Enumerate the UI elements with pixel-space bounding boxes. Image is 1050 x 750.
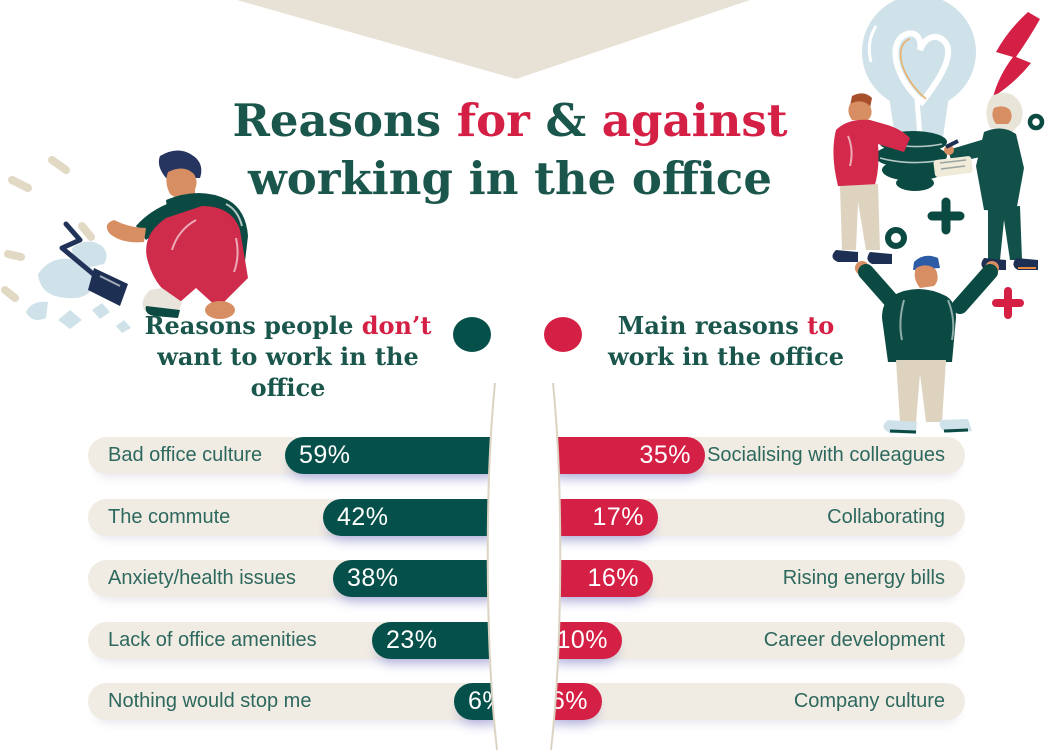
title-seg-red-for: for [456,94,530,147]
person-crouching-broken-lightbulb-illustration [1,150,248,333]
top-chevron-banner [237,0,750,79]
bar-value: 16% [587,564,639,592]
plus-icon [927,197,965,235]
bar-value: 17% [592,502,644,531]
bar-value: 10% [556,625,608,654]
bar-value: 23% [386,625,438,654]
bars-right: Socialising with colleagues 35% Collabor… [540,437,965,745]
bar: 35% [540,437,705,474]
chart-row-right: Company culture 6% [540,683,965,720]
title-seg-teal: Reasons [232,94,457,147]
legend-left-seg2: don’t [361,311,432,340]
person-red-hoodie-icon [832,93,910,264]
legend-left-seg1: Reasons people [144,311,362,340]
bar-value: 38% [347,564,399,592]
bar: 42% [323,498,510,536]
small-circle-outline-icon [1027,113,1045,131]
circle-outline-icon [885,227,907,249]
bar-value: 42% [337,502,389,531]
bulb-base-highlight [99,275,121,287]
bar-label: Collaborating [827,505,945,528]
title-line2: working in the office [248,152,772,205]
person-lifting-icon [855,255,999,434]
chart-row-right: Collaborating 17% [540,498,965,536]
chart-row-left: Anxiety/health issues 38% [88,560,510,597]
bar: 59% [285,437,510,474]
title-seg-amp: & [529,94,602,147]
bar-label: Career development [763,628,945,651]
bar-value: 59% [299,441,351,469]
bars-left: Bad office culture 59% The commute 42% A… [88,437,510,745]
bar-label: Bad office culture [108,444,263,466]
bar-value: 35% [639,441,691,469]
legend-dot-left [453,317,491,352]
chart-row-right: Rising energy bills 16% [540,560,965,597]
bar-label: The commute [108,505,231,528]
legend-right-label: Main reasons to work in the office [606,310,846,372]
giant-lightbulb-icon [862,0,976,191]
chart-row-right: Career development 10% [540,621,965,659]
legend-right-seg2: to [807,311,835,340]
bulb-filament-icon [59,221,101,281]
lightning-bolt-icon [993,12,1040,97]
bar-label: Socialising with colleagues [707,444,945,466]
bar-label: Rising energy bills [782,567,945,589]
legend-left-label: Reasons people don’t want to work in the… [128,310,448,403]
center-spine-divider [486,383,562,750]
red-plus-icon [992,287,1024,319]
sparkle-dashes-icon [1,156,95,302]
row-track [88,683,500,720]
legend-right-line2: work in the office [607,342,845,371]
bar: 23% [372,621,510,659]
bar-label: Lack of office amenities [108,628,317,651]
crouching-person-icon [106,150,248,319]
chart-row-left: Lack of office amenities 23% [88,621,510,659]
broken-glass-icon [26,241,131,333]
person-writing-clipboard-icon [933,92,1038,270]
team-holding-lightbulb-illustration [832,0,1045,434]
title-seg-red-against: against [601,94,788,147]
legend-dot-right [544,317,582,352]
bar-label: Anxiety/health issues [108,567,296,589]
legend-left-line2: want to work in the office [157,342,419,402]
chart-row-left: Bad office culture 59% [88,437,510,474]
chart-row-left: Nothing would stop me 6% [88,683,510,720]
chart-row-left: The commute 42% [88,498,510,536]
bar-label: Nothing would stop me [108,690,312,712]
chart-row-right: Socialising with colleagues 35% [540,437,965,474]
bulb-base-icon [88,268,128,306]
page-title: Reasons for & against working in the off… [160,92,860,208]
legend-right-seg1: Main reasons [617,311,808,340]
bar: 38% [333,560,510,597]
row-track [550,683,965,720]
bar-label: Company culture [793,690,945,712]
